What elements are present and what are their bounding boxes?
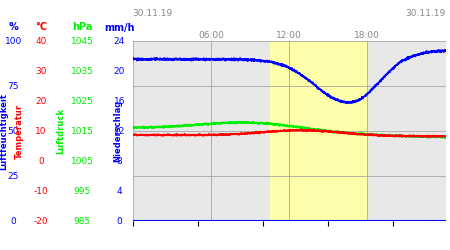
Text: Luftdruck: Luftdruck [56, 108, 65, 154]
Text: Temperatur: Temperatur [14, 104, 23, 159]
Text: 25: 25 [8, 172, 19, 181]
Text: 50: 50 [8, 127, 19, 136]
Text: 0: 0 [117, 217, 122, 226]
Text: 10: 10 [36, 127, 47, 136]
Text: -20: -20 [34, 217, 49, 226]
Text: 0: 0 [10, 217, 16, 226]
Text: 0: 0 [38, 157, 44, 166]
Text: 30.11.19: 30.11.19 [405, 9, 446, 18]
Text: 100: 100 [4, 37, 22, 46]
Text: hPa: hPa [72, 22, 93, 32]
Text: 40: 40 [36, 37, 47, 46]
Text: 1015: 1015 [71, 127, 94, 136]
Text: 1045: 1045 [71, 37, 94, 46]
Text: 1005: 1005 [71, 157, 94, 166]
Text: 30.11.19: 30.11.19 [133, 9, 173, 18]
Text: 30: 30 [36, 67, 47, 76]
Bar [270, 41, 367, 221]
Text: 24: 24 [114, 37, 125, 46]
Text: Niederschlag: Niederschlag [113, 100, 122, 162]
Text: -10: -10 [34, 187, 49, 196]
Text: 12: 12 [114, 127, 125, 136]
Text: 995: 995 [74, 187, 91, 196]
Text: °C: °C [35, 22, 47, 32]
Text: Luftfeuchtigkeit: Luftfeuchtigkeit [0, 93, 8, 170]
Text: 20: 20 [36, 97, 47, 106]
Text: 985: 985 [74, 217, 91, 226]
Text: 1035: 1035 [71, 67, 94, 76]
Text: %: % [9, 22, 18, 32]
Text: 75: 75 [8, 82, 19, 91]
Text: 20: 20 [114, 67, 125, 76]
Text: 4: 4 [117, 187, 122, 196]
Text: 1025: 1025 [71, 97, 94, 106]
Text: mm/h: mm/h [104, 22, 135, 32]
Text: 16: 16 [114, 97, 125, 106]
Text: 8: 8 [117, 157, 122, 166]
